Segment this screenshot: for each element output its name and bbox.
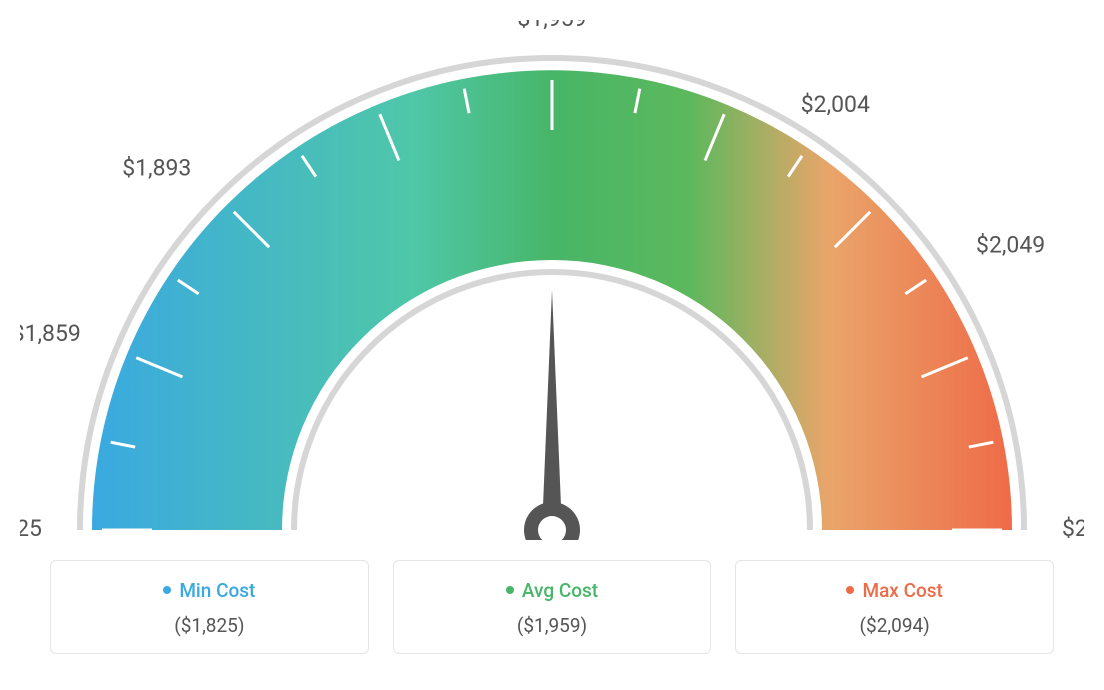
svg-text:$2,094: $2,094 [1062, 515, 1084, 540]
legend-card-max: Max Cost ($2,094) [735, 560, 1054, 654]
svg-text:$1,893: $1,893 [122, 154, 191, 181]
svg-text:$1,859: $1,859 [20, 320, 81, 347]
gauge-svg: $1,825 $1,859 $1,893 $1,959 $2,004 $2,049 $2,0… [20, 20, 1084, 540]
legend-title-max: Max Cost [748, 579, 1041, 602]
legend-value-avg: ($1,959) [406, 614, 699, 637]
legend-card-avg: Avg Cost ($1,959) [393, 560, 712, 654]
dot-icon [506, 586, 514, 594]
gauge-chart: $1,825 $1,859 $1,893 $1,959 $2,004 $2,049 $2,0… [20, 20, 1084, 540]
legend-title-avg: Avg Cost [406, 579, 699, 602]
legend-value-min: ($1,825) [63, 614, 356, 637]
svg-text:$2,049: $2,049 [976, 232, 1045, 259]
legend-title-min-text: Min Cost [179, 579, 255, 602]
legend-title-max-text: Max Cost [862, 579, 942, 602]
svg-text:$2,004: $2,004 [801, 91, 870, 118]
svg-text:$1,959: $1,959 [517, 20, 586, 32]
legend-value-max: ($2,094) [748, 614, 1041, 637]
dot-icon [846, 586, 854, 594]
legend-title-min: Min Cost [63, 579, 356, 602]
legend-title-avg-text: Avg Cost [522, 579, 598, 602]
legend-row: Min Cost ($1,825) Avg Cost ($1,959) Max … [50, 560, 1054, 654]
svg-text:$1,825: $1,825 [20, 515, 42, 540]
dot-icon [163, 586, 171, 594]
legend-card-min: Min Cost ($1,825) [50, 560, 369, 654]
